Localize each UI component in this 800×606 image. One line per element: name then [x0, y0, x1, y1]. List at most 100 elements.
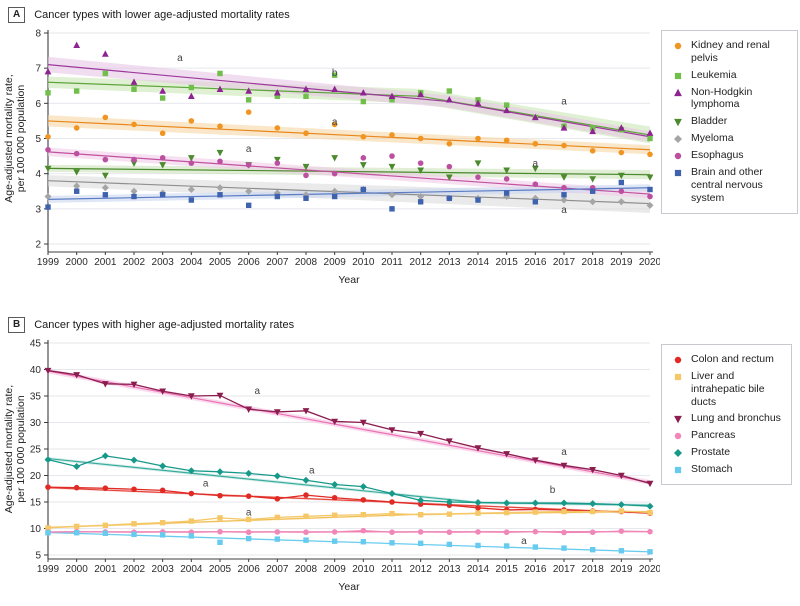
- legend-item: Stomach: [671, 463, 783, 476]
- legend-label: Liver and intrahepatic bile ducts: [691, 370, 765, 408]
- legend-label: Stomach: [691, 463, 733, 476]
- svg-text:2006: 2006: [238, 257, 261, 268]
- triangle-up-legend-icon: [674, 88, 682, 96]
- svg-text:2013: 2013: [438, 564, 461, 575]
- svg-text:a: a: [309, 465, 315, 476]
- svg-text:2020: 2020: [639, 257, 660, 268]
- svg-text:2010: 2010: [352, 564, 375, 575]
- panel-a-label: A: [8, 7, 26, 23]
- svg-text:2012: 2012: [410, 564, 433, 575]
- triangle-down-legend-icon: [674, 416, 682, 424]
- svg-text:2001: 2001: [94, 564, 117, 575]
- svg-text:Year: Year: [338, 274, 360, 286]
- svg-text:a: a: [246, 144, 252, 155]
- legend-item: Non-Hodgkin lymphoma: [671, 86, 789, 112]
- svg-text:2015: 2015: [496, 564, 519, 575]
- circle-legend-icon: [674, 356, 682, 364]
- svg-text:2002: 2002: [123, 257, 146, 268]
- svg-text:2010: 2010: [352, 257, 375, 268]
- svg-text:8: 8: [35, 29, 41, 40]
- svg-text:2016: 2016: [524, 564, 547, 575]
- svg-text:2018: 2018: [582, 564, 605, 575]
- svg-text:40: 40: [30, 365, 42, 376]
- svg-text:2007: 2007: [266, 257, 289, 268]
- legend-item: Brain and other central nervous system: [671, 166, 789, 204]
- svg-text:2011: 2011: [381, 564, 403, 575]
- legend-label: Non-Hodgkin lymphoma: [691, 85, 753, 111]
- svg-text:2000: 2000: [66, 564, 89, 575]
- svg-text:a: a: [533, 159, 539, 170]
- svg-text:4: 4: [35, 169, 41, 180]
- diamond-legend-icon: [673, 449, 683, 458]
- svg-text:7: 7: [35, 64, 41, 75]
- legend-item: Leukemia: [671, 69, 789, 82]
- svg-text:2004: 2004: [180, 564, 203, 575]
- svg-text:b: b: [550, 485, 556, 496]
- panel-b-label: B: [8, 317, 26, 333]
- svg-text:Year: Year: [338, 581, 360, 593]
- svg-text:10: 10: [30, 524, 42, 535]
- svg-text:30: 30: [30, 418, 42, 429]
- svg-text:2005: 2005: [209, 257, 232, 268]
- svg-text:2006: 2006: [238, 564, 261, 575]
- panel-a-header: A Cancer types with lower age-adjusted m…: [8, 7, 290, 23]
- svg-text:20: 20: [30, 471, 42, 482]
- legend-label: Pancreas: [691, 429, 736, 442]
- svg-text:2002: 2002: [123, 564, 146, 575]
- svg-text:a: a: [203, 479, 209, 490]
- svg-text:a: a: [521, 536, 527, 547]
- svg-text:2009: 2009: [324, 257, 347, 268]
- svg-text:2014: 2014: [467, 564, 490, 575]
- legend-label: Leukemia: [691, 68, 737, 81]
- svg-text:2019: 2019: [610, 564, 633, 575]
- svg-text:per 100 000 population: per 100 000 population: [15, 85, 27, 193]
- svg-text:2: 2: [35, 240, 41, 251]
- svg-text:2020: 2020: [639, 564, 660, 575]
- svg-text:Age-adjusted mortality rate,: Age-adjusted mortality rate,: [3, 74, 15, 202]
- svg-text:a: a: [177, 53, 183, 64]
- svg-text:6: 6: [35, 99, 41, 110]
- svg-text:a: a: [561, 205, 567, 216]
- svg-text:1999: 1999: [37, 257, 60, 268]
- svg-text:2000: 2000: [66, 257, 89, 268]
- square-legend-icon: [674, 72, 682, 79]
- svg-text:2003: 2003: [152, 257, 175, 268]
- svg-text:2008: 2008: [295, 564, 318, 575]
- svg-text:1999: 1999: [37, 564, 60, 575]
- legend-label: Kidney and renal pelvis: [691, 39, 770, 64]
- legend-label: Colon and rectum: [691, 353, 774, 365]
- square-legend-icon: [674, 170, 682, 177]
- svg-text:5: 5: [35, 551, 41, 562]
- svg-text:a: a: [561, 96, 567, 107]
- legend-item: Prostate: [671, 446, 783, 459]
- svg-text:2008: 2008: [295, 257, 318, 268]
- svg-text:a: a: [254, 386, 260, 397]
- legend-label: Esophagus: [691, 149, 744, 162]
- svg-text:2007: 2007: [266, 564, 289, 575]
- legend-item: Myeloma: [671, 132, 789, 145]
- panel-b-title: Cancer types with higher age-adjusted mo…: [34, 319, 295, 331]
- legend-item: Pancreas: [671, 429, 783, 442]
- svg-text:Age-adjusted mortality rate,: Age-adjusted mortality rate,: [3, 385, 15, 513]
- svg-text:2017: 2017: [553, 564, 576, 575]
- svg-text:2011: 2011: [381, 257, 403, 268]
- legend-item: Liver and intrahepatic bile ducts: [671, 370, 783, 408]
- svg-text:2012: 2012: [410, 257, 433, 268]
- square-legend-icon: [674, 467, 682, 474]
- svg-text:2015: 2015: [496, 257, 519, 268]
- square-legend-icon: [674, 373, 682, 381]
- svg-text:15: 15: [30, 498, 42, 509]
- svg-text:2005: 2005: [209, 564, 232, 575]
- legend-label: Bladder: [691, 115, 728, 128]
- svg-text:2013: 2013: [438, 257, 461, 268]
- triangle-down-legend-icon: [674, 119, 682, 127]
- svg-text:b: b: [332, 68, 338, 79]
- svg-text:2003: 2003: [152, 564, 175, 575]
- svg-text:a: a: [561, 447, 567, 458]
- circle-legend-icon: [674, 433, 682, 440]
- svg-text:2001: 2001: [94, 257, 117, 268]
- panel-b-header: B Cancer types with higher age-adjusted …: [8, 317, 294, 333]
- svg-text:3: 3: [35, 204, 41, 215]
- svg-text:25: 25: [30, 445, 42, 456]
